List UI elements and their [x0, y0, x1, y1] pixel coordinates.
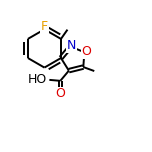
Text: HO: HO	[28, 73, 47, 86]
Text: F: F	[41, 20, 48, 33]
Text: O: O	[81, 45, 91, 58]
Text: O: O	[55, 87, 65, 100]
Text: N: N	[67, 39, 76, 52]
